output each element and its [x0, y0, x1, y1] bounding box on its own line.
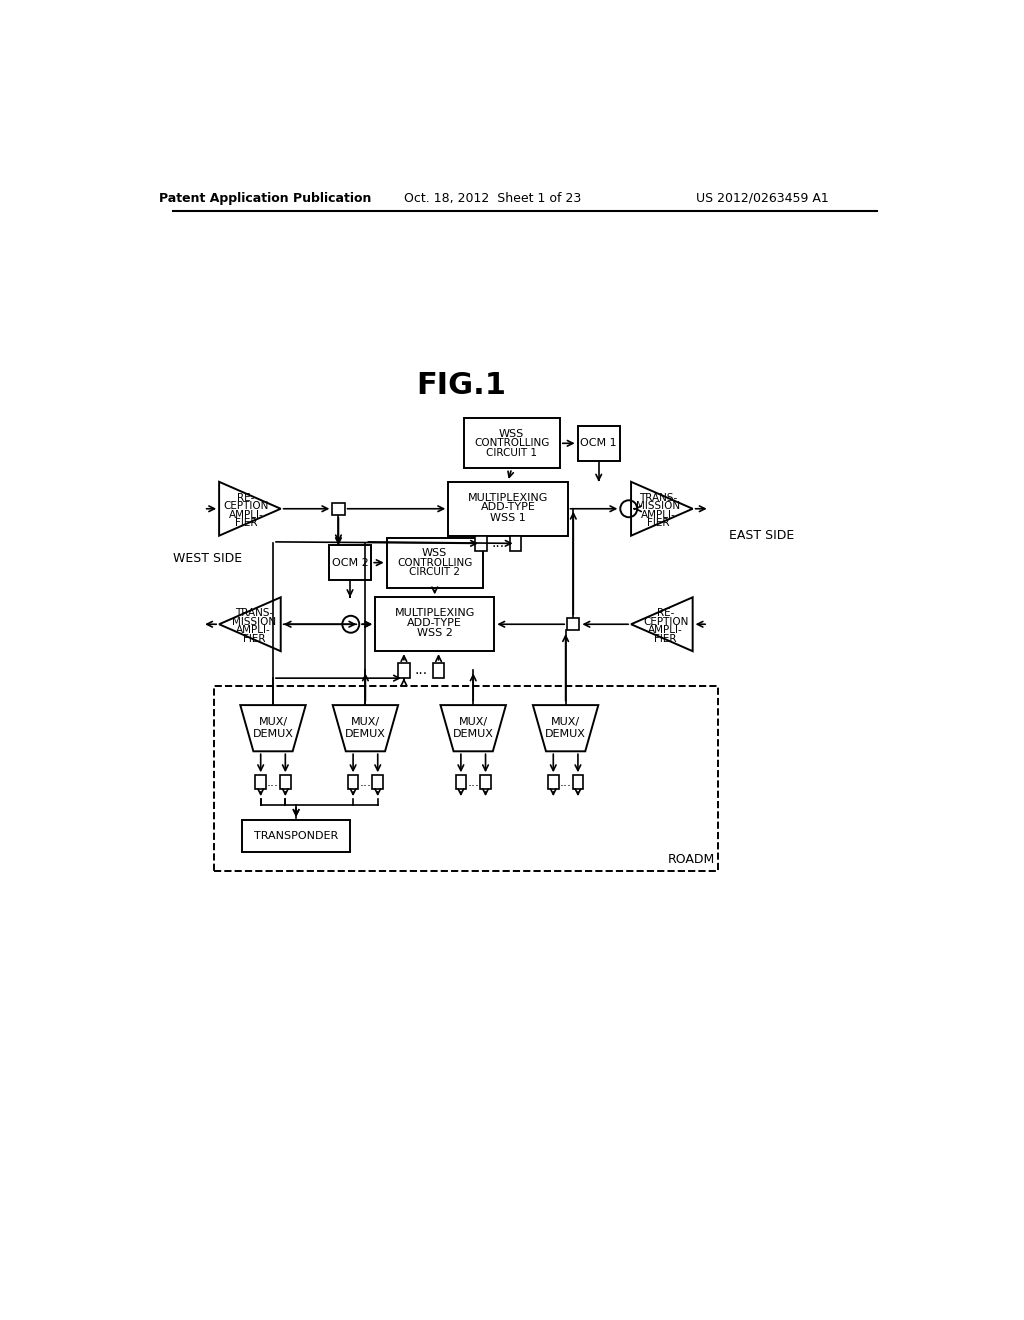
Text: ...: ...: [359, 776, 372, 788]
Bar: [567, 618, 580, 631]
Text: DEMUX: DEMUX: [253, 729, 294, 739]
Text: CEPTION: CEPTION: [223, 502, 268, 511]
Text: FIER: FIER: [243, 634, 265, 644]
Text: FIER: FIER: [647, 519, 670, 528]
Text: WSS 1: WSS 1: [490, 513, 525, 523]
Bar: [375, 597, 495, 651]
Text: MISSION: MISSION: [636, 502, 680, 511]
Text: CIRCUIT 1: CIRCUIT 1: [486, 447, 538, 458]
Text: MUX/: MUX/: [351, 717, 380, 727]
Bar: [333, 503, 345, 515]
Bar: [398, 663, 410, 678]
Text: OCM 1: OCM 1: [581, 438, 617, 449]
Text: ...: ...: [467, 776, 479, 788]
Text: FIER: FIER: [654, 634, 677, 644]
Text: CIRCUIT 2: CIRCUIT 2: [410, 566, 460, 577]
Text: US 2012/0263459 A1: US 2012/0263459 A1: [695, 191, 828, 205]
Bar: [348, 775, 358, 789]
Bar: [572, 775, 584, 789]
Text: TRANS-: TRANS-: [639, 492, 677, 503]
Text: ROADM: ROADM: [668, 853, 715, 866]
Text: ADD-TYPE: ADD-TYPE: [408, 618, 462, 628]
Text: TRANSPONDER: TRANSPONDER: [254, 832, 338, 841]
Text: Patent Application Publication: Patent Application Publication: [159, 191, 372, 205]
Text: ...: ...: [559, 776, 571, 788]
Text: Oct. 18, 2012  Sheet 1 of 23: Oct. 18, 2012 Sheet 1 of 23: [403, 191, 581, 205]
Bar: [578, 426, 620, 461]
Text: WSS 2: WSS 2: [417, 628, 453, 639]
Bar: [548, 775, 559, 789]
Text: EAST SIDE: EAST SIDE: [729, 529, 795, 543]
Bar: [433, 663, 444, 678]
Text: MUX/: MUX/: [459, 717, 487, 727]
Text: DEMUX: DEMUX: [545, 729, 586, 739]
Bar: [280, 775, 291, 789]
Text: ...: ...: [415, 664, 428, 677]
Bar: [464, 418, 560, 469]
Text: AMPLI-: AMPLI-: [641, 510, 676, 520]
Text: DEMUX: DEMUX: [453, 729, 494, 739]
Text: MULTIPLEXING: MULTIPLEXING: [394, 609, 475, 619]
Text: CONTROLLING: CONTROLLING: [474, 438, 550, 449]
Bar: [456, 775, 466, 789]
Bar: [243, 820, 350, 853]
Bar: [214, 686, 718, 871]
Text: MISSION: MISSION: [231, 616, 275, 627]
Bar: [255, 775, 266, 789]
Bar: [510, 536, 521, 552]
Text: WSS: WSS: [499, 429, 524, 440]
Text: AMPLI-: AMPLI-: [648, 626, 683, 635]
Text: RE-: RE-: [657, 609, 675, 619]
Text: MUX/: MUX/: [551, 717, 581, 727]
Text: FIER: FIER: [234, 519, 257, 528]
Text: CEPTION: CEPTION: [643, 616, 688, 627]
Bar: [449, 482, 567, 536]
Bar: [387, 537, 483, 587]
Text: RE-: RE-: [238, 492, 255, 503]
Text: TRANS-: TRANS-: [234, 609, 272, 619]
Text: AMPLI-: AMPLI-: [237, 626, 271, 635]
Text: WSS: WSS: [422, 548, 447, 558]
Bar: [480, 775, 490, 789]
Text: ...: ...: [492, 536, 505, 550]
Bar: [475, 536, 486, 552]
Text: AMPLI-: AMPLI-: [228, 510, 263, 520]
Text: OCM 2: OCM 2: [332, 557, 369, 568]
Text: CONTROLLING: CONTROLLING: [397, 557, 472, 568]
Text: WEST SIDE: WEST SIDE: [173, 552, 242, 565]
Text: FIG.1: FIG.1: [417, 371, 507, 400]
Text: MULTIPLEXING: MULTIPLEXING: [468, 492, 548, 503]
Bar: [329, 545, 371, 579]
Text: ADD-TYPE: ADD-TYPE: [480, 502, 536, 512]
Text: DEMUX: DEMUX: [345, 729, 386, 739]
Bar: [373, 775, 383, 789]
Text: MUX/: MUX/: [258, 717, 288, 727]
Text: ...: ...: [267, 776, 279, 788]
